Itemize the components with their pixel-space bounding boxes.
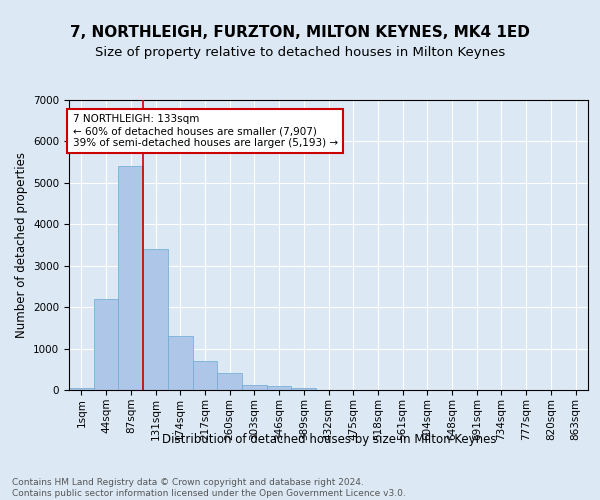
Bar xyxy=(94,299,118,390)
Bar xyxy=(118,166,143,390)
Bar xyxy=(69,388,94,390)
Text: Size of property relative to detached houses in Milton Keynes: Size of property relative to detached ho… xyxy=(95,46,505,59)
Text: 7 NORTHLEIGH: 133sqm
← 60% of detached houses are smaller (7,907)
39% of semi-de: 7 NORTHLEIGH: 133sqm ← 60% of detached h… xyxy=(73,114,338,148)
Bar xyxy=(242,384,267,390)
Bar xyxy=(217,374,242,390)
Bar xyxy=(292,388,316,390)
Bar xyxy=(168,336,193,390)
Text: Distribution of detached houses by size in Milton Keynes: Distribution of detached houses by size … xyxy=(161,432,496,446)
Text: Contains HM Land Registry data © Crown copyright and database right 2024.
Contai: Contains HM Land Registry data © Crown c… xyxy=(12,478,406,498)
Y-axis label: Number of detached properties: Number of detached properties xyxy=(14,152,28,338)
Bar xyxy=(193,361,217,390)
Bar xyxy=(267,386,292,390)
Bar xyxy=(143,249,168,390)
Text: 7, NORTHLEIGH, FURZTON, MILTON KEYNES, MK4 1ED: 7, NORTHLEIGH, FURZTON, MILTON KEYNES, M… xyxy=(70,25,530,40)
